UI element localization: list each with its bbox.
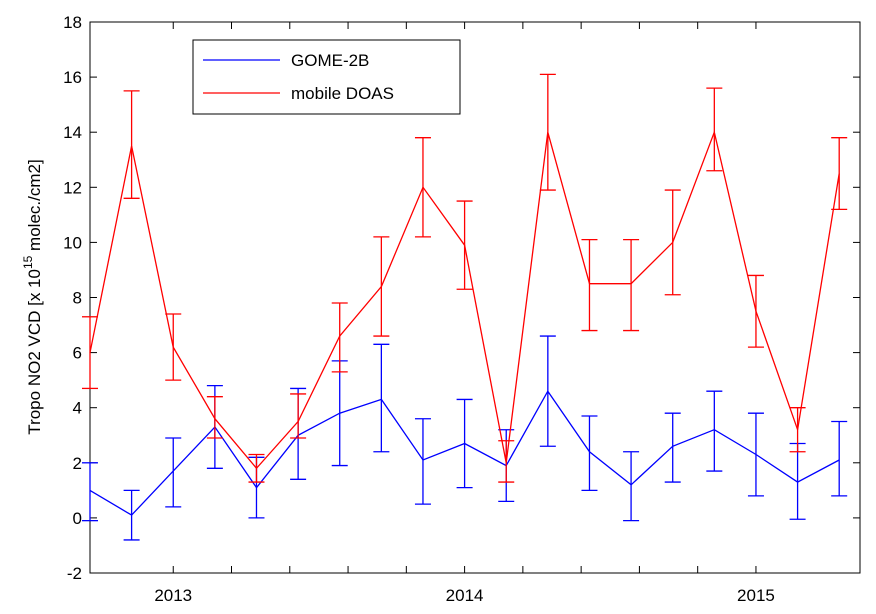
y-axis-title-suffix: molec./cm2]	[25, 159, 44, 255]
y-tick-label: 10	[63, 233, 82, 252]
y-tick-label: 18	[63, 13, 82, 32]
y-tick-label: 4	[73, 399, 82, 418]
legend: GOME-2B mobile DOAS	[192, 39, 461, 115]
mobile-doas-series	[82, 73, 848, 483]
axis-ticks: -2 0 2 4 6 8 10 12 14 16 18 2013 2014 2015	[63, 13, 860, 605]
y-tick-label: 12	[63, 178, 82, 197]
y-tick-label: 16	[63, 68, 82, 87]
y-axis-title-superscript: 15	[21, 255, 35, 269]
x-tick-label: 2014	[446, 586, 484, 605]
gome-2b-legend-label: GOME-2B	[291, 51, 369, 70]
y-tick-label: 2	[73, 454, 82, 473]
y-tick-label: 8	[73, 289, 82, 308]
y-tick-label: 6	[73, 344, 82, 363]
mobile-doas-legend-label: mobile DOAS	[291, 84, 394, 103]
y-tick-label: 14	[63, 123, 82, 142]
x-tick-label: 2013	[154, 586, 192, 605]
series-layer	[82, 73, 848, 541]
y-tick-label: 0	[73, 509, 82, 528]
x-tick-label: 2015	[737, 586, 775, 605]
legend-box	[192, 39, 461, 115]
y-axis-title-prefix: Tropo NO2 VCD [x 10	[25, 269, 44, 435]
y-tick-label: -2	[67, 564, 82, 583]
y-axis-title: Tropo NO2 VCD [x 1015 molec./cm2]	[21, 159, 44, 434]
